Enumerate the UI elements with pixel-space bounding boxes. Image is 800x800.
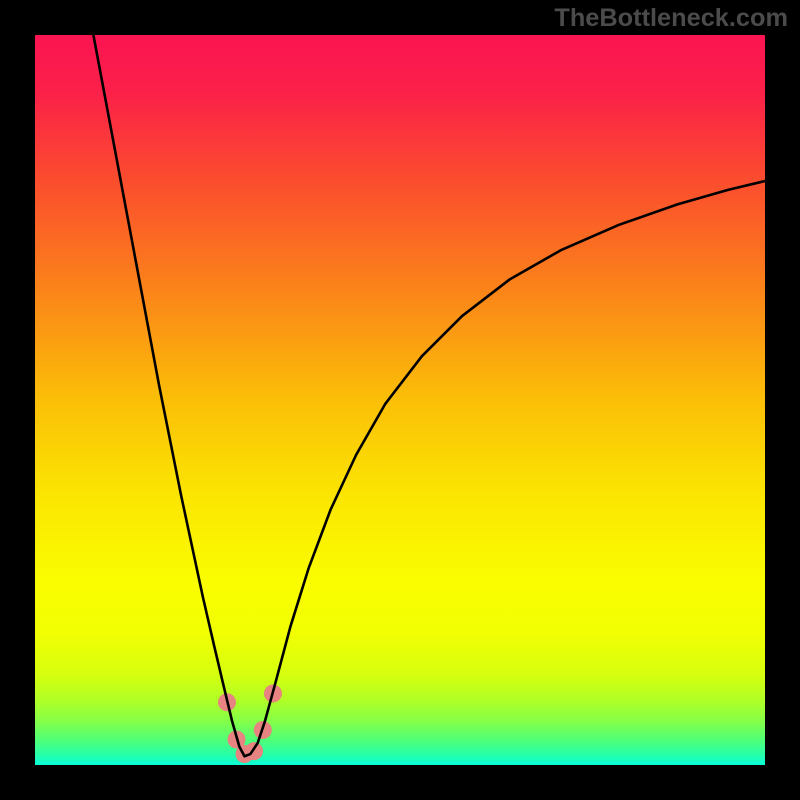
plot-area: [35, 35, 765, 765]
watermark-label: TheBottleneck.com: [554, 4, 788, 33]
curve-marker: [245, 742, 263, 760]
gradient-background: [35, 35, 765, 765]
chart-frame: TheBottleneck.com: [0, 0, 800, 800]
plot-svg: [35, 35, 765, 765]
